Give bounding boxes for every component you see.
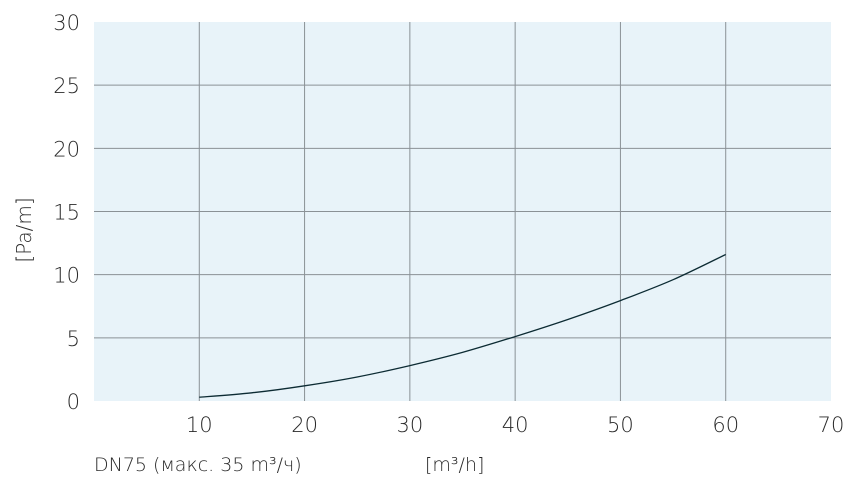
x-tick-label: 30: [396, 413, 423, 437]
x-tick-labels: 10 20 30 40 50 60 70: [186, 413, 844, 437]
horizontal-grid: [94, 84, 831, 339]
x-tick-label: 40: [502, 413, 529, 437]
series-line: [199, 253, 726, 398]
y-tick-label: 5: [67, 327, 80, 351]
y-tick-label: 25: [53, 74, 80, 98]
x-tick-label: 70: [818, 413, 845, 437]
x-axis-label: [m³/h]: [425, 454, 485, 476]
x-tick-label: 50: [607, 413, 634, 437]
y-axis-label: [Pa/m]: [12, 197, 36, 262]
y-tick-label: 0: [67, 390, 80, 414]
x-tick-label: 20: [291, 413, 318, 437]
y-tick-label: 30: [53, 11, 80, 35]
y-tick-labels: 0 5 10 15 20 25 30: [53, 11, 80, 414]
x-tick-label: 60: [712, 413, 739, 437]
y-tick-label: 20: [53, 137, 80, 161]
chart-caption: DN75 (макс. 35 m³/ч): [94, 454, 302, 476]
y-tick-label: 15: [53, 201, 80, 225]
y-tick-label: 10: [53, 264, 80, 288]
x-tick-label: 10: [186, 413, 213, 437]
